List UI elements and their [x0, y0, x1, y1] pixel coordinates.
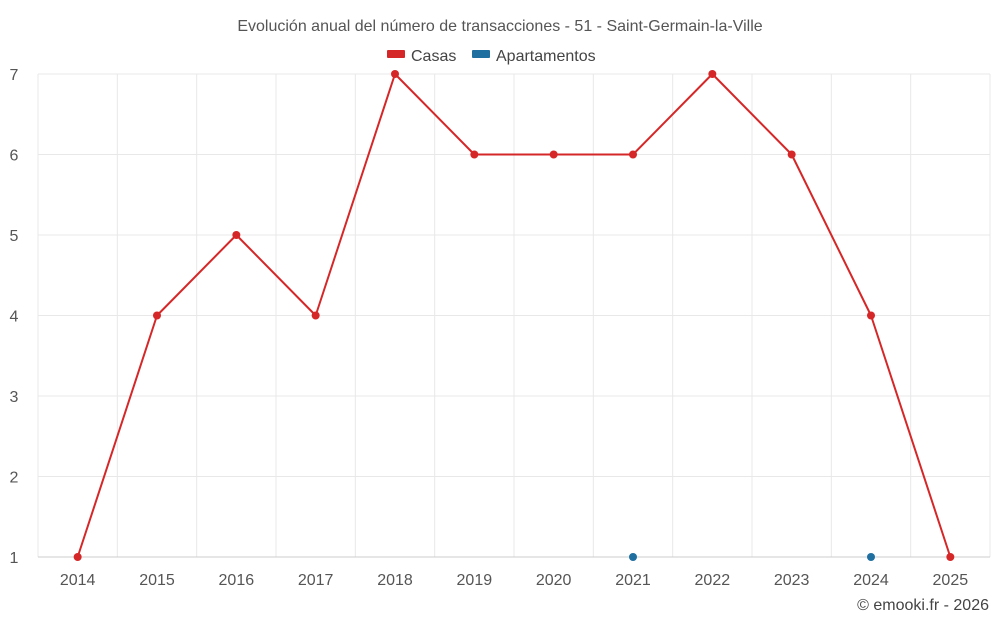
series-line-casas	[76, 73, 952, 558]
data-point-casas[interactable]	[629, 150, 637, 159]
x-tick-label: 2025	[933, 572, 969, 589]
data-point-apartamentos[interactable]	[867, 553, 875, 561]
data-point-casas[interactable]	[311, 311, 320, 320]
x-tick-label: 2018	[377, 572, 413, 589]
y-tick-label: 4	[10, 309, 19, 326]
x-tick-label: 2023	[774, 572, 810, 589]
x-tick-label: 2019	[457, 572, 493, 589]
data-point-casas[interactable]	[708, 70, 717, 78]
legend-label-apartamentos: Apartamentos	[496, 48, 596, 65]
data-point-casas[interactable]	[232, 231, 241, 239]
legend-swatch-apartamentos	[472, 50, 490, 58]
x-tick-label: 2015	[139, 572, 175, 589]
x-tick-label: 2014	[60, 572, 96, 589]
data-point-casas[interactable]	[73, 553, 82, 561]
x-axis: 2014 2015 2016 2017 2018 2019 2020 2021 2022 2023…	[60, 572, 968, 589]
legend: Casas Apartamentos	[387, 48, 596, 65]
data-point-casas[interactable]	[549, 150, 558, 159]
x-tick-label: 2017	[298, 572, 334, 589]
data-point-casas[interactable]	[946, 553, 955, 561]
grid	[37, 73, 991, 558]
y-tick-label: 2	[10, 470, 19, 487]
y-axis: 1 2 3 4 5 6 7	[10, 67, 19, 567]
legend-swatch-casas	[387, 50, 405, 58]
x-tick-label: 2016	[219, 572, 255, 589]
x-tick-label: 2022	[695, 572, 731, 589]
y-tick-label: 6	[10, 148, 19, 165]
credit: © emooki.fr - 2026	[857, 597, 989, 614]
data-point-casas[interactable]	[867, 311, 875, 320]
legend-item-casas[interactable]: Casas	[387, 48, 456, 65]
y-tick-label: 5	[10, 228, 19, 245]
series-lines	[76, 73, 952, 558]
x-tick-label: 2021	[615, 572, 651, 589]
y-tick-label: 7	[10, 67, 19, 84]
series-points	[73, 70, 955, 561]
data-point-casas[interactable]	[470, 150, 479, 159]
legend-label-casas: Casas	[411, 48, 456, 65]
x-tick-label: 2020	[536, 572, 572, 589]
x-tick-label: 2024	[853, 572, 889, 589]
y-tick-label: 3	[10, 389, 19, 406]
data-point-apartamentos[interactable]	[629, 553, 637, 561]
chart-title: Evolución anual del número de transaccio…	[237, 18, 762, 35]
data-point-casas[interactable]	[153, 311, 161, 320]
legend-item-apartamentos[interactable]: Apartamentos	[472, 48, 596, 65]
data-point-casas[interactable]	[391, 70, 399, 78]
data-point-casas[interactable]	[787, 150, 796, 159]
y-tick-label: 1	[10, 550, 19, 567]
